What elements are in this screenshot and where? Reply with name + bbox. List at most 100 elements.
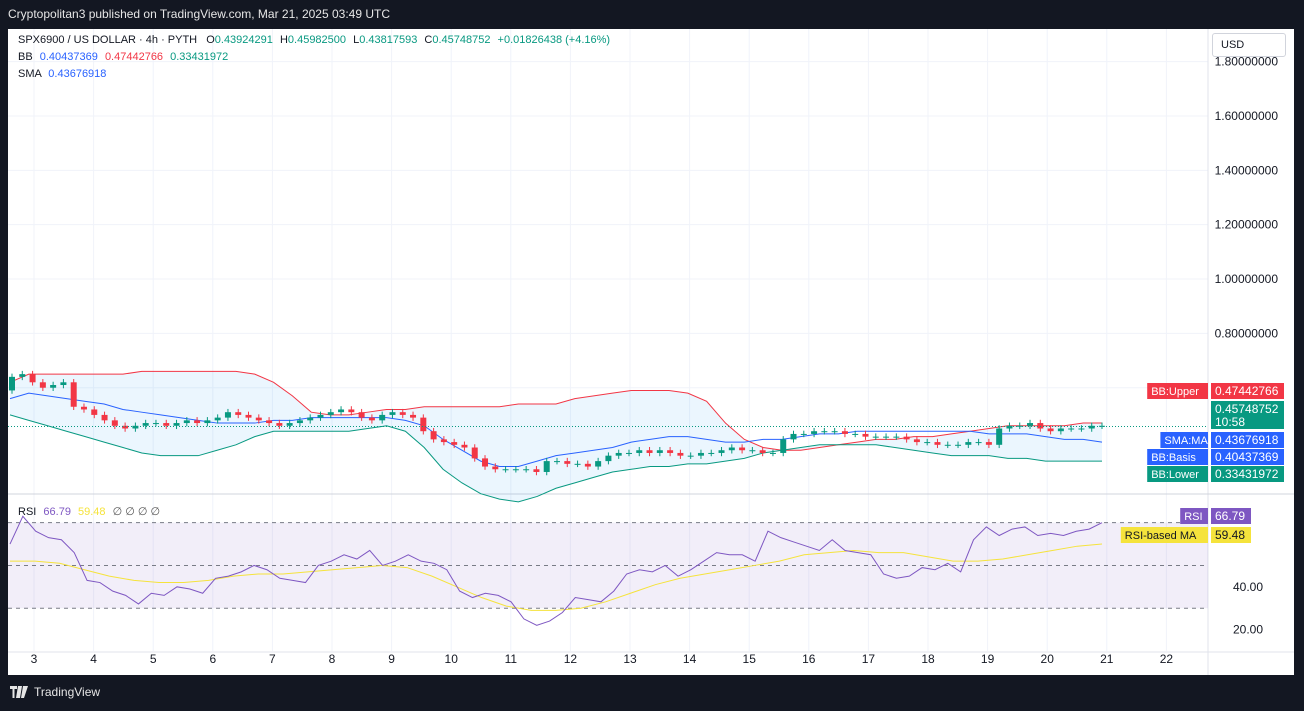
low-label: L bbox=[353, 34, 360, 46]
line-label-tag-text: BB:Lower bbox=[1151, 469, 1199, 481]
candle-body bbox=[1068, 428, 1075, 430]
rsi-axis-tag bbox=[1211, 527, 1251, 543]
candle-body bbox=[985, 442, 992, 445]
candle-body bbox=[101, 414, 108, 421]
close-value: 0.45748752 bbox=[432, 34, 491, 46]
candle-body bbox=[420, 417, 427, 432]
close-label: C bbox=[424, 34, 433, 46]
time-tick-label: 18 bbox=[921, 652, 935, 666]
candle-body bbox=[91, 409, 98, 415]
rsi-label-tag bbox=[1120, 527, 1208, 543]
bb-lower-line bbox=[9, 414, 1102, 503]
price-tick-label: 0.80000000 bbox=[1215, 326, 1279, 340]
price-tick-label: 1.60000000 bbox=[1215, 109, 1279, 123]
candle-body bbox=[759, 450, 766, 453]
candle-body bbox=[122, 425, 129, 429]
time-tick-label: 6 bbox=[209, 652, 216, 666]
candle-body bbox=[739, 447, 746, 451]
candle-body bbox=[841, 431, 848, 434]
price-axis-tag-value: 0.33431972 bbox=[1215, 467, 1279, 481]
symbol-name[interactable]: SPX6900 / US DOLLAR · 4h · PYTH bbox=[18, 34, 198, 46]
candle-body bbox=[9, 376, 15, 391]
rsi-label-tag bbox=[1180, 508, 1208, 524]
line-label-tag-text: SMA:MA bbox=[1164, 435, 1208, 447]
candle-body bbox=[194, 420, 201, 424]
time-tick-label: 20 bbox=[1041, 652, 1055, 666]
price-tick-label: 1.20000000 bbox=[1215, 218, 1279, 232]
change-value: +0.01826438 (+4.16%) bbox=[497, 34, 611, 46]
candle-body bbox=[60, 382, 67, 386]
candle-body bbox=[307, 417, 314, 421]
price-axis-tag-value: 0.45748752 bbox=[1215, 402, 1279, 416]
candle-body bbox=[708, 452, 715, 454]
candle-body bbox=[975, 442, 982, 444]
price-axis-tag bbox=[1211, 449, 1284, 465]
time-tick-label: 12 bbox=[564, 652, 578, 666]
candle-body bbox=[440, 439, 447, 443]
chart-area[interactable]: 1.80000000 1.60000000 1.40000000 1.20000000… bbox=[8, 29, 1294, 675]
candle-body bbox=[924, 442, 931, 444]
candle-body bbox=[574, 463, 581, 465]
candle-body bbox=[132, 425, 139, 429]
candle-body bbox=[80, 406, 87, 410]
candle-body bbox=[656, 450, 663, 453]
candle-body bbox=[780, 439, 787, 453]
candle-body bbox=[687, 455, 694, 457]
candle-body bbox=[523, 469, 530, 471]
currency-button[interactable]: USD bbox=[1212, 33, 1286, 57]
candle-body bbox=[214, 417, 221, 421]
bb-legend[interactable]: BB 0.40437369 0.47442766 0.33431972 bbox=[18, 51, 228, 63]
time-tick-label: 5 bbox=[150, 652, 157, 666]
low-value: 0.43817593 bbox=[359, 34, 418, 46]
candle-body bbox=[173, 423, 180, 426]
rsi-legend[interactable]: RSI 66.79 59.48 ∅ ∅ ∅ ∅ bbox=[18, 505, 160, 518]
rsi-label-tag-text: RSI bbox=[1184, 511, 1202, 523]
candle-body bbox=[728, 447, 735, 451]
candle-body bbox=[584, 463, 591, 467]
candle-body bbox=[389, 412, 396, 415]
candle-body bbox=[1037, 423, 1044, 429]
candle-body bbox=[70, 382, 77, 407]
rsi-label: RSI bbox=[18, 506, 37, 518]
rsi-axis-tag-value: 59.48 bbox=[1215, 528, 1245, 542]
time-tick-label: 7 bbox=[269, 652, 276, 666]
time-tick-label: 19 bbox=[981, 652, 995, 666]
candle-body bbox=[996, 428, 1003, 445]
time-tick-label: 14 bbox=[683, 652, 697, 666]
candle-body bbox=[811, 431, 818, 434]
rsi-value: 66.79 bbox=[43, 506, 71, 518]
chart-canvas[interactable]: 1.80000000 1.60000000 1.40000000 1.20000000… bbox=[8, 29, 1294, 675]
candle-body bbox=[163, 423, 170, 426]
candle-body bbox=[482, 458, 489, 467]
price-axis-tag bbox=[1211, 466, 1284, 482]
sma-legend[interactable]: SMA 0.43676918 bbox=[18, 68, 106, 80]
bb-fill-area bbox=[10, 371, 1102, 502]
price-tick-label: 1.00000000 bbox=[1215, 272, 1279, 286]
candle-body bbox=[183, 420, 190, 424]
candle-body bbox=[152, 423, 159, 425]
candle-body bbox=[1088, 425, 1095, 429]
price-axis-tag bbox=[1211, 401, 1284, 429]
rsi-extra-values: ∅ ∅ ∅ ∅ bbox=[112, 506, 161, 518]
bb-basis-value: 0.40437369 bbox=[39, 51, 98, 63]
candle-body bbox=[965, 442, 972, 445]
footer-brand[interactable]: TradingView bbox=[10, 685, 100, 699]
time-tick-label: 11 bbox=[505, 652, 518, 666]
time-tick-label: 21 bbox=[1100, 652, 1114, 666]
candle-body bbox=[224, 412, 231, 418]
candle-body bbox=[718, 450, 725, 453]
candle-body bbox=[1099, 425, 1105, 427]
candle-body bbox=[595, 461, 602, 467]
candle-body bbox=[266, 420, 273, 424]
open-value: 0.43924291 bbox=[214, 34, 273, 46]
candle-body bbox=[831, 431, 838, 433]
candle-body bbox=[625, 452, 632, 454]
candle-body bbox=[543, 461, 550, 472]
candle-body bbox=[492, 466, 499, 470]
line-label-tag bbox=[1147, 449, 1208, 465]
bb-basis-line bbox=[9, 392, 1103, 468]
publisher-caption: Cryptopolitan3 published on TradingView.… bbox=[8, 7, 391, 21]
candle-body bbox=[955, 444, 962, 446]
footer-brand-label: TradingView bbox=[34, 685, 101, 699]
rsi-tick-label: 20.00 bbox=[1233, 623, 1263, 637]
